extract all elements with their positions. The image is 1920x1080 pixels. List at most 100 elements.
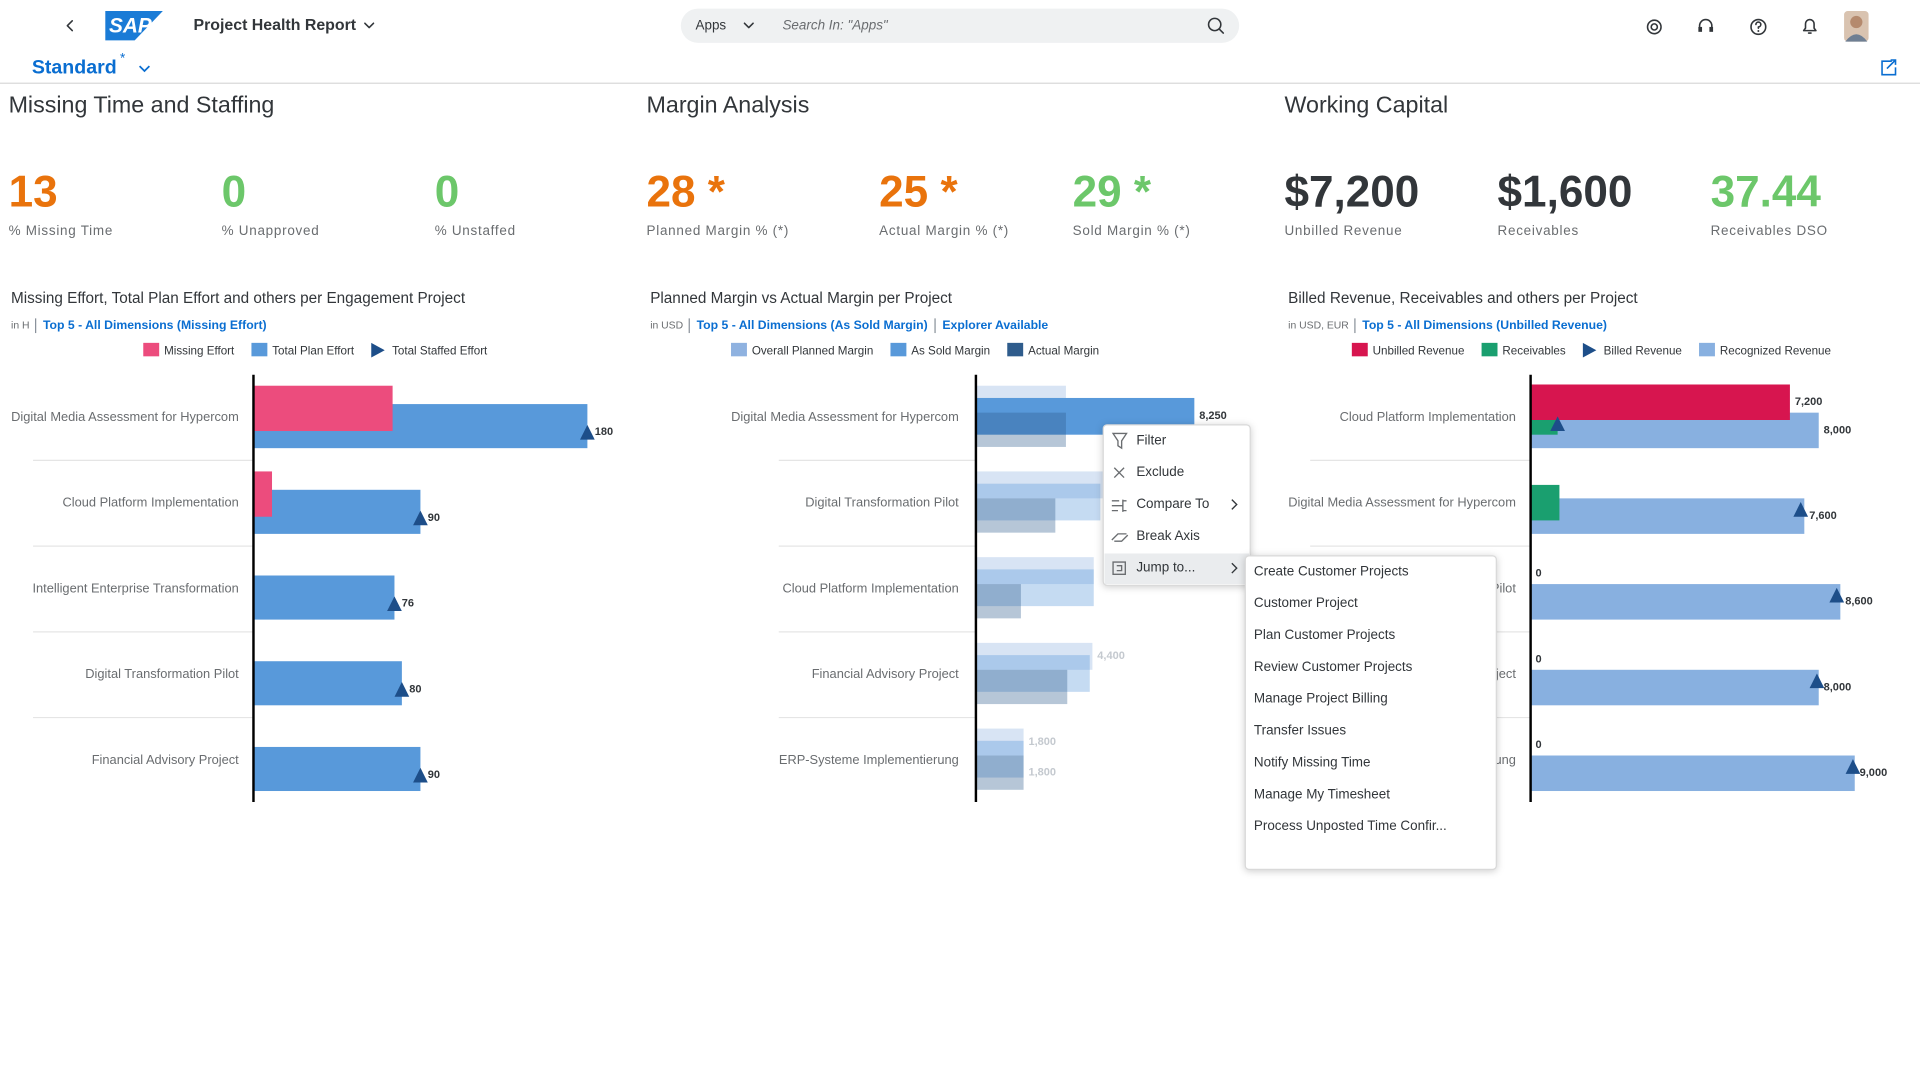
menu-item[interactable]: Break Axis — [1136, 528, 1200, 543]
variant-name[interactable]: Standard — [32, 57, 117, 79]
menu-item[interactable]: Transfer Issues — [1254, 723, 1346, 738]
legend-label[interactable]: Missing Effort — [164, 345, 235, 358]
menu-item[interactable]: Review Customer Projects — [1254, 659, 1413, 674]
copilot-icon[interactable] — [1646, 19, 1662, 35]
bar[interactable] — [1530, 384, 1790, 420]
bar[interactable] — [1530, 755, 1855, 792]
help-icon[interactable] — [1750, 18, 1767, 36]
title-menu-arrow[interactable] — [364, 22, 375, 29]
legend-label[interactable]: As Sold Margin — [911, 345, 990, 358]
bar[interactable] — [975, 669, 1068, 705]
legend-label[interactable]: Total Plan Effort — [272, 345, 355, 358]
menu-item[interactable]: Manage Project Billing — [1254, 691, 1388, 706]
kpi-value[interactable]: 25 * — [879, 167, 958, 216]
bar[interactable] — [1530, 669, 1819, 706]
menu-item[interactable]: Notify Missing Time — [1254, 754, 1371, 769]
legend-marker — [1351, 342, 1368, 357]
help-desk-icon[interactable] — [1698, 18, 1714, 32]
notifications-icon[interactable] — [1802, 18, 1817, 34]
user-avatar[interactable] — [1844, 11, 1869, 42]
data-label: 80 — [409, 683, 421, 695]
chart-link[interactable]: Top 5 - All Dimensions (Unbilled Revenue… — [1362, 318, 1607, 332]
bar[interactable] — [253, 489, 421, 534]
data-label: 8,000 — [1824, 424, 1852, 436]
chart-title: Missing Effort, Total Plan Effort and ot… — [11, 290, 466, 307]
submenu-arrow — [1231, 499, 1238, 510]
menu-item[interactable]: Customer Project — [1254, 595, 1358, 610]
bar[interactable] — [975, 642, 1093, 670]
share-icon[interactable] — [1881, 59, 1897, 76]
chart-link[interactable]: Top 5 - All Dimensions (Missing Effort) — [43, 318, 267, 332]
legend-label[interactable]: Overall Planned Margin — [752, 345, 873, 358]
menu-item[interactable]: Plan Customer Projects — [1254, 627, 1396, 642]
bar[interactable] — [975, 728, 1024, 756]
legend-label[interactable]: Total Staffed Effort — [392, 345, 488, 358]
variant-arrow[interactable] — [138, 65, 150, 73]
bar-marker — [413, 510, 428, 526]
submenu-arrow — [1231, 562, 1238, 574]
bar[interactable] — [253, 575, 395, 620]
legend-marker — [143, 342, 160, 357]
kpi-value[interactable]: 37.44 — [1711, 167, 1822, 216]
legend-label[interactable]: Billed Revenue — [1604, 345, 1682, 358]
search-scope-arrow[interactable] — [743, 22, 754, 29]
legend-marker — [1007, 342, 1024, 357]
menu-item[interactable]: Exclude — [1136, 464, 1184, 479]
bar[interactable] — [253, 385, 393, 432]
menu-item[interactable]: Create Customer Projects — [1254, 563, 1409, 578]
bar[interactable] — [253, 471, 273, 517]
category-label: Cloud Platform Implementation — [62, 495, 238, 510]
search-field[interactable] — [680, 8, 1240, 43]
data-label: 1,800 — [1028, 736, 1056, 748]
legend-label[interactable]: Actual Margin — [1028, 345, 1099, 358]
bar[interactable] — [975, 557, 1094, 585]
bar[interactable] — [1530, 584, 1841, 620]
legend-label[interactable]: Recognized Revenue — [1720, 345, 1831, 358]
legend-label[interactable]: Unbilled Revenue — [1373, 345, 1465, 358]
menu-item[interactable]: Filter — [1136, 432, 1166, 447]
section-title: Margin Analysis — [647, 92, 810, 118]
bar[interactable] — [1530, 484, 1560, 521]
kpi-value[interactable]: 13 — [9, 167, 58, 216]
search-scope[interactable]: Apps — [696, 17, 727, 32]
bar[interactable] — [975, 740, 1024, 778]
sap-logo[interactable]: SAP — [105, 11, 163, 41]
bar[interactable] — [253, 746, 421, 792]
bar[interactable] — [975, 498, 1056, 533]
kpi-value[interactable]: 0 — [435, 167, 460, 216]
bar[interactable] — [975, 584, 1021, 619]
bar-marker — [1793, 502, 1809, 517]
kpi-value[interactable]: $1,600 — [1498, 167, 1633, 216]
bar[interactable] — [975, 755, 1024, 790]
search-button[interactable] — [1207, 17, 1225, 34]
kpi-value[interactable]: 28 * — [647, 167, 726, 216]
bar[interactable] — [253, 661, 402, 706]
back-button[interactable] — [66, 20, 74, 32]
kpi-label: Actual Margin % (*) — [879, 223, 1009, 238]
bar[interactable] — [975, 483, 1101, 521]
menus: Filter Exclude Compare To Break Axis Jump to… — [1102, 424, 1497, 870]
chart-link[interactable]: Top 5 - All Dimensions (As Sold Margin) — [697, 318, 928, 332]
variant-modified: * — [120, 50, 126, 65]
menu-item[interactable]: Compare To — [1136, 496, 1209, 511]
bar[interactable] — [975, 471, 1106, 499]
chart-link[interactable]: Explorer Available — [942, 318, 1048, 332]
search-placeholder[interactable]: Search In: "Apps" — [782, 17, 888, 32]
legend-label[interactable]: Receivables — [1502, 345, 1566, 358]
bar-marker — [394, 682, 410, 697]
bar[interactable] — [975, 412, 1066, 447]
kpi-value[interactable]: 29 * — [1073, 167, 1152, 216]
menu-item[interactable]: Jump to... — [1136, 560, 1195, 575]
kpi-value[interactable]: $7,200 — [1284, 167, 1419, 216]
legend-marker — [251, 342, 268, 357]
menu-item[interactable]: Manage My Timesheet — [1254, 786, 1390, 801]
content: Missing Time and Staffing 13 % Missing Tim… — [9, 92, 1887, 803]
kpi-value[interactable]: 0 — [222, 167, 247, 216]
bar[interactable] — [975, 569, 1094, 607]
logo-shape — [105, 11, 163, 41]
bar[interactable] — [975, 655, 1090, 692]
bar[interactable] — [1530, 498, 1805, 534]
category-label: Digital Media Assessment for Hypercom — [731, 409, 959, 424]
menu-item[interactable]: Process Unposted Time Confir... — [1254, 818, 1447, 833]
app-title[interactable]: Project Health Report — [193, 17, 356, 34]
